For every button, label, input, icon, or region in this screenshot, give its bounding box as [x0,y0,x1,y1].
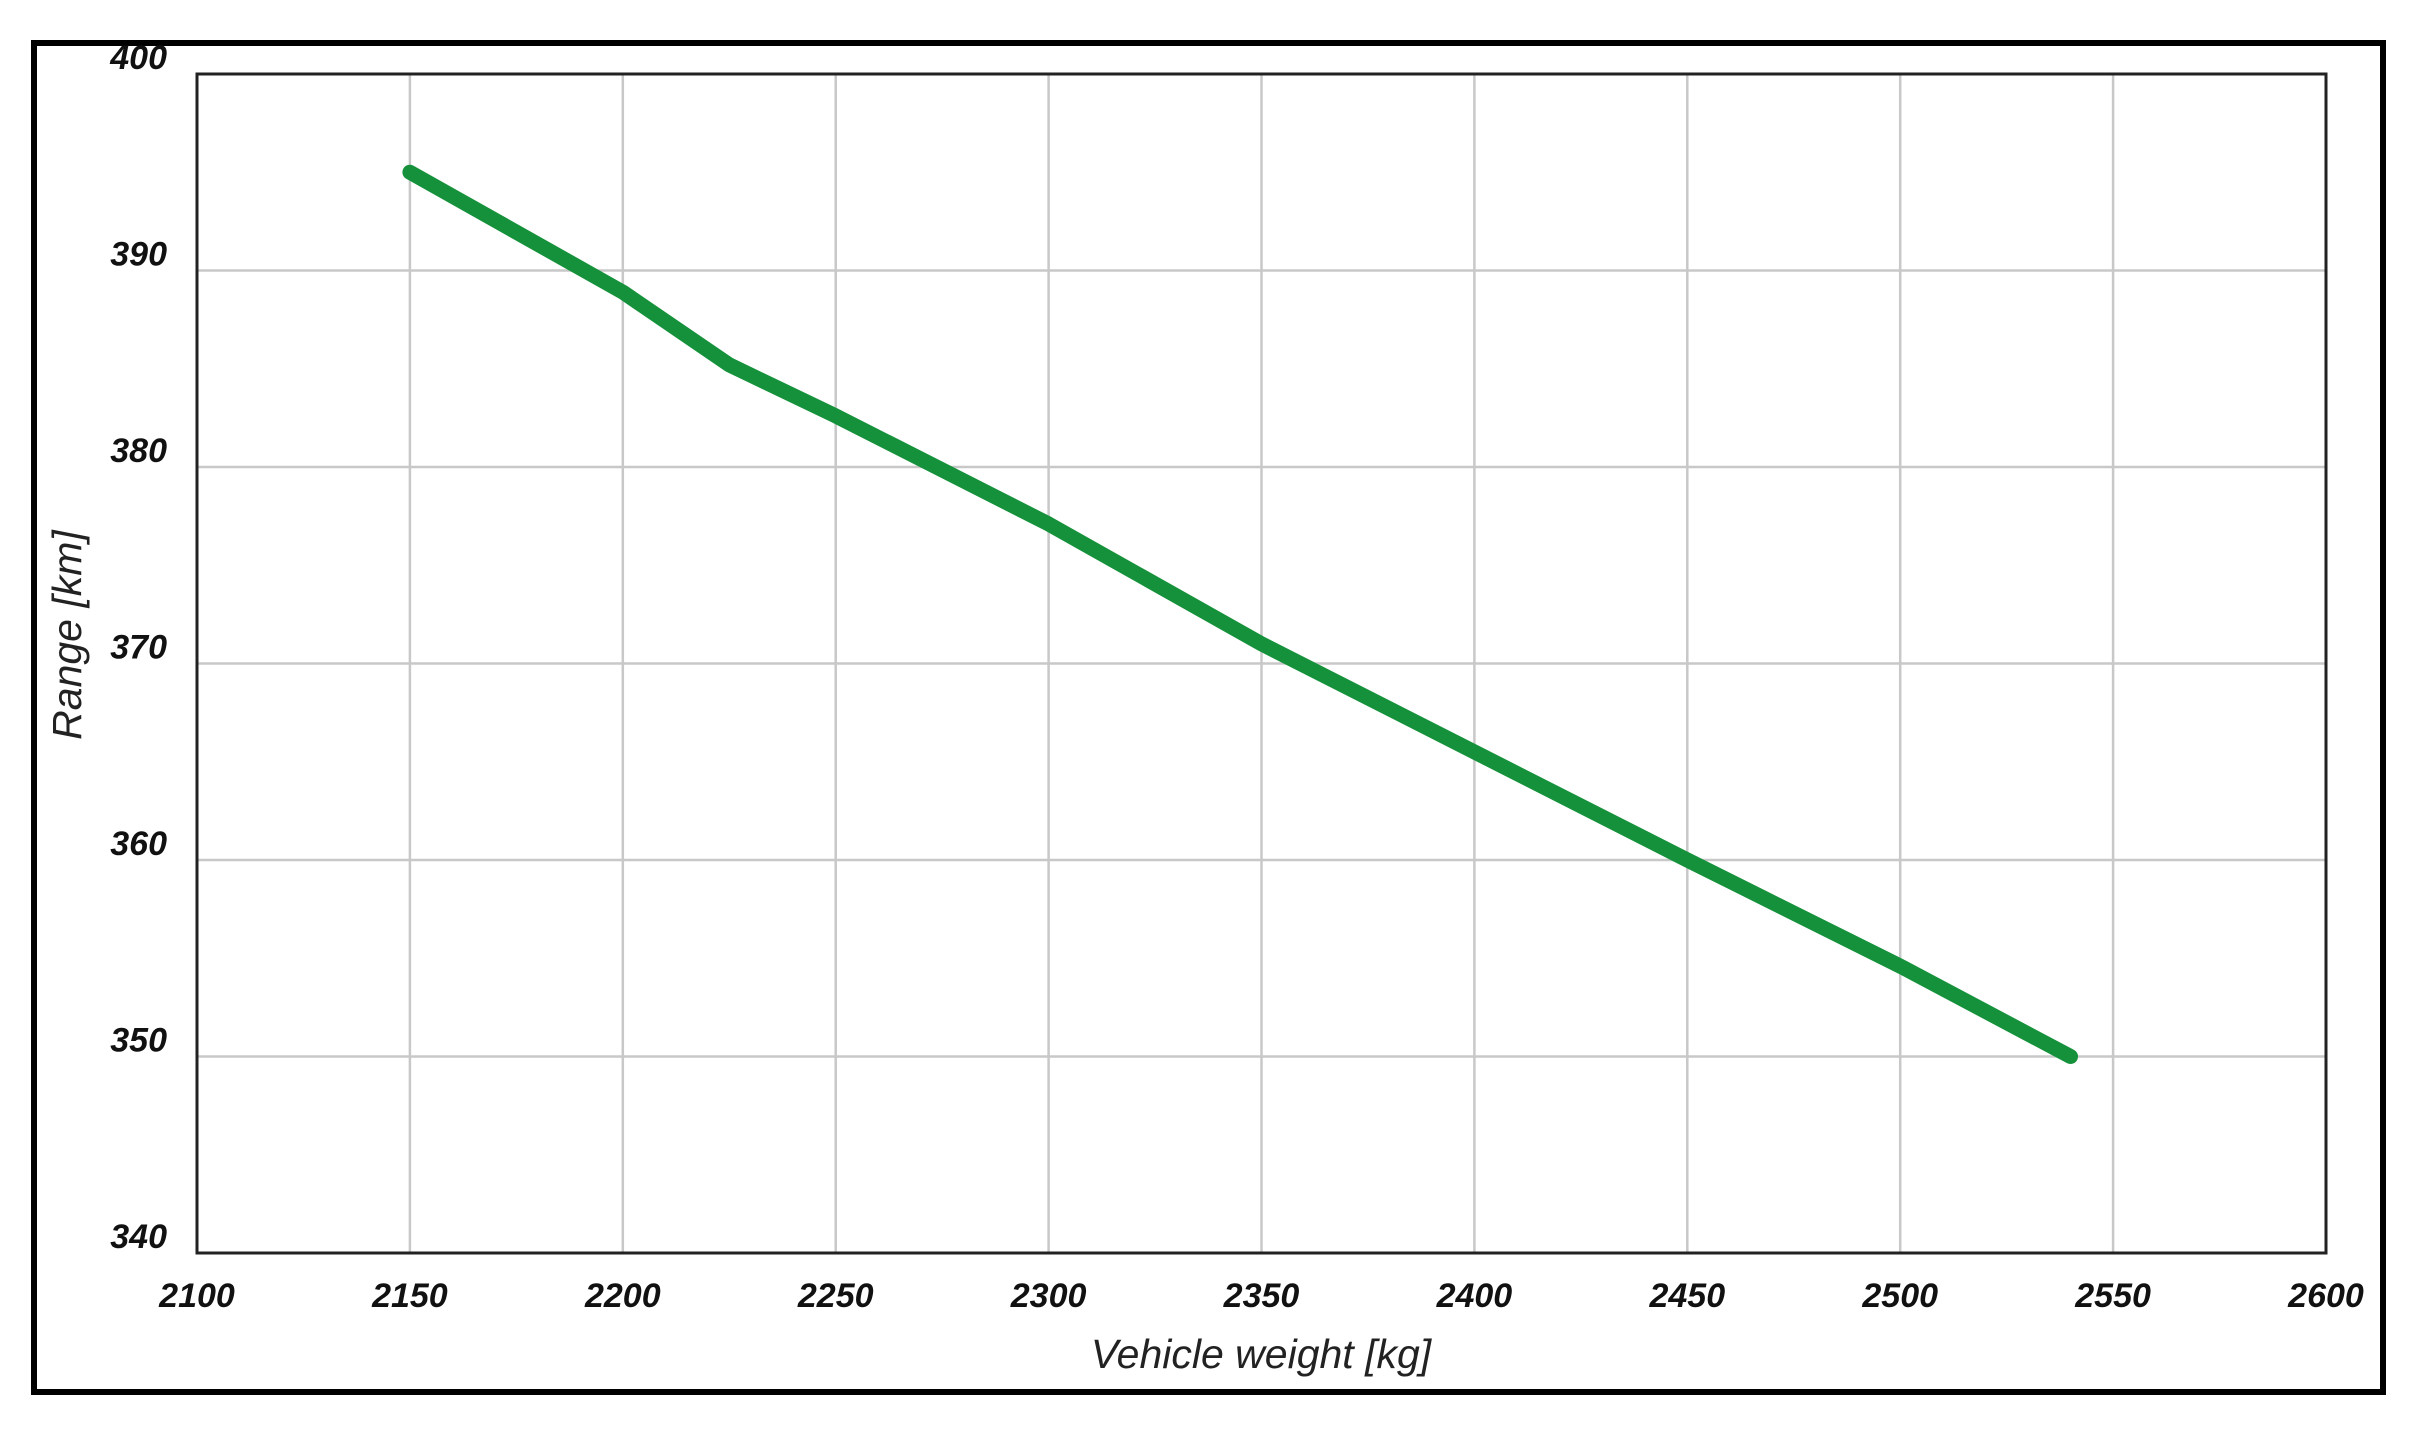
x-tick-label: 2100 [158,1277,235,1315]
x-tick-label: 2500 [1861,1277,1938,1315]
x-tick-label: 2550 [2074,1277,2151,1315]
x-tick-label: 2600 [2287,1277,2364,1315]
x-tick-label: 2250 [797,1277,874,1315]
x-axis-label: Vehicle weight [kg] [1091,1331,1433,1377]
plot-border [195,72,2328,1255]
y-tick-label: 380 [110,432,167,470]
frame [31,40,2386,1395]
y-tick-label: 370 [110,628,167,666]
x-tick-label: 2400 [1436,1277,1513,1315]
y-tick-label: 390 [110,235,167,273]
x-tick-label: 2350 [1223,1277,1300,1315]
y-tick-label: 400 [109,39,167,77]
y-tick-label: 340 [110,1218,167,1256]
x-tick-label: 2300 [1010,1277,1087,1315]
y-tick-label: 350 [110,1021,167,1059]
data-line [402,164,2079,1064]
x-tick-label: 2150 [371,1277,448,1315]
y-tick-label: 360 [110,825,167,863]
x-tick-label: 2450 [1648,1277,1725,1315]
x-tick-label: 2200 [584,1277,661,1315]
y-axis-label: Range [km] [44,529,90,740]
